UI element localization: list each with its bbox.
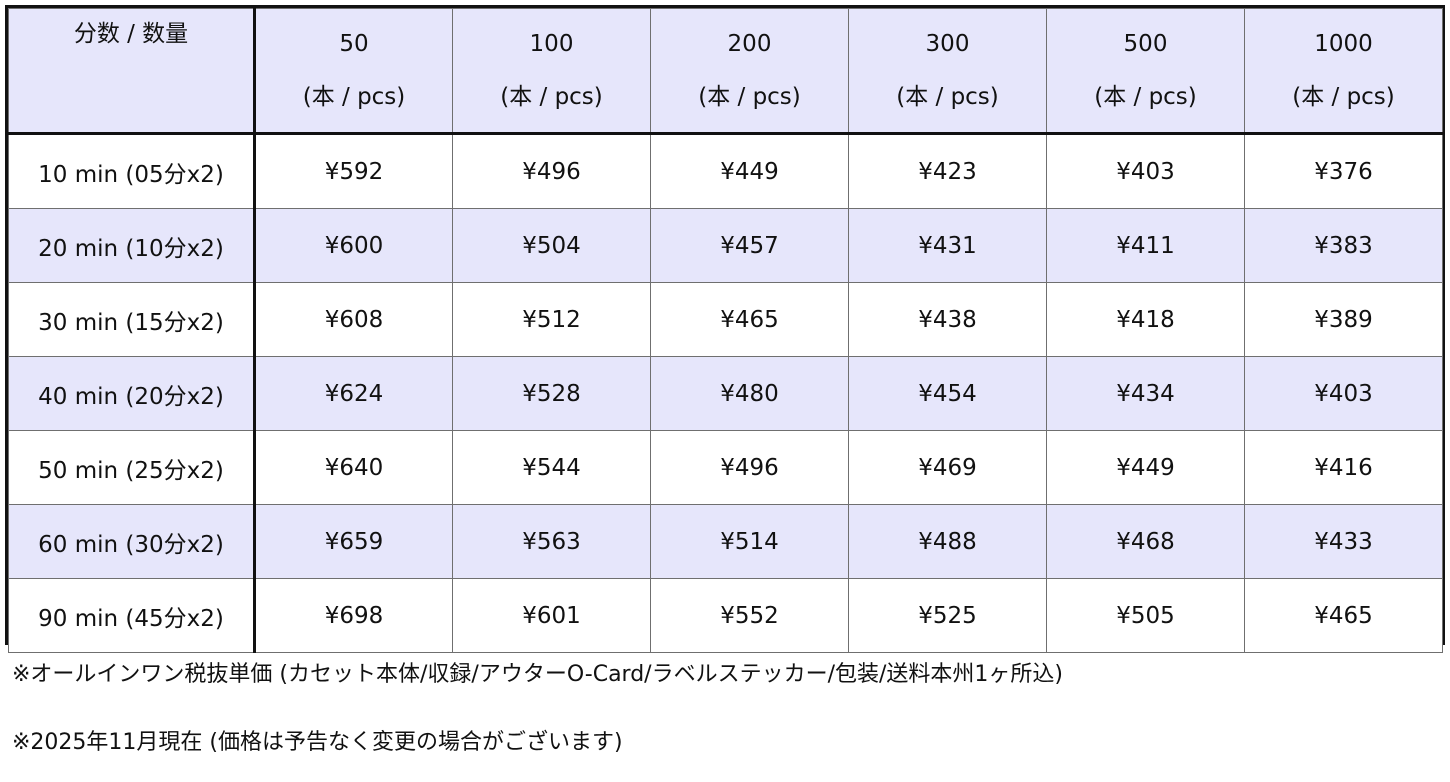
- price-cell: ¥403: [1244, 356, 1443, 431]
- price-cell: ¥449: [650, 133, 849, 209]
- price-cell: ¥438: [848, 282, 1047, 357]
- quantity-value: 50: [339, 30, 369, 57]
- price-cell: ¥525: [848, 578, 1047, 653]
- price-cell: ¥416: [1244, 430, 1443, 505]
- table-row: 30 min (15分x2) ¥608 ¥512 ¥465 ¥438 ¥418 …: [8, 282, 1443, 357]
- price-table-frame: 分数 / 数量 50 (本 / pcs) 100 (本 / pcs) 200 (…: [5, 5, 1445, 653]
- price-cell: ¥528: [452, 356, 651, 431]
- price-cell: ¥496: [452, 133, 651, 209]
- price-cell: ¥465: [650, 282, 849, 357]
- duration-label: 30 min (15分x2): [8, 282, 256, 357]
- note-tax-inclusions: ※オールインワン税抜単価 (カセット本体/収録/アウターO-Card/ラベルステ…: [12, 662, 1063, 687]
- quantity-header: 500 (本 / pcs): [1046, 8, 1245, 135]
- duration-label: 60 min (30分x2): [8, 504, 256, 579]
- quantity-value: 100: [529, 30, 574, 57]
- quantity-value: 300: [925, 30, 970, 57]
- price-cell: ¥454: [848, 356, 1047, 431]
- unit-label: (本 / pcs): [698, 83, 801, 110]
- table-row: 20 min (10分x2) ¥600 ¥504 ¥457 ¥431 ¥411 …: [8, 208, 1443, 283]
- unit-label: (本 / pcs): [500, 83, 603, 110]
- quantity-value: 1000: [1314, 30, 1373, 57]
- corner-label: 分数 / 数量: [73, 21, 189, 47]
- price-cell: ¥600: [254, 208, 453, 283]
- price-cell: ¥383: [1244, 208, 1443, 283]
- price-cell: ¥552: [650, 578, 849, 653]
- price-cell: ¥698: [254, 578, 453, 653]
- duration-label: 40 min (20分x2): [8, 356, 256, 431]
- price-cell: ¥457: [650, 208, 849, 283]
- price-cell: ¥480: [650, 356, 849, 431]
- header-row: 分数 / 数量 50 (本 / pcs) 100 (本 / pcs) 200 (…: [8, 8, 1443, 135]
- duration-label: 20 min (10分x2): [8, 208, 256, 283]
- price-cell: ¥640: [254, 430, 453, 505]
- price-cell: ¥624: [254, 356, 453, 431]
- corner-header: 分数 / 数量: [8, 8, 256, 135]
- table-row: 40 min (20分x2) ¥624 ¥528 ¥480 ¥454 ¥434 …: [8, 356, 1443, 431]
- price-cell: ¥418: [1046, 282, 1245, 357]
- quantity-header: 200 (本 / pcs): [650, 8, 849, 135]
- unit-label: (本 / pcs): [896, 83, 999, 110]
- note-price-date: ※2025年11月現在 (価格は予告なく変更の場合がございます): [12, 730, 623, 755]
- unit-label: (本 / pcs): [1094, 83, 1197, 110]
- quantity-value: 200: [727, 30, 772, 57]
- price-cell: ¥504: [452, 208, 651, 283]
- price-cell: ¥514: [650, 504, 849, 579]
- price-cell: ¥389: [1244, 282, 1443, 357]
- price-cell: ¥434: [1046, 356, 1245, 431]
- price-cell: ¥496: [650, 430, 849, 505]
- price-cell: ¥592: [254, 133, 453, 209]
- price-cell: ¥449: [1046, 430, 1245, 505]
- quantity-header: 50 (本 / pcs): [254, 8, 453, 135]
- price-cell: ¥431: [848, 208, 1047, 283]
- price-cell: ¥563: [452, 504, 651, 579]
- quantity-header: 1000 (本 / pcs): [1244, 8, 1443, 135]
- price-cell: ¥488: [848, 504, 1047, 579]
- table-row: 10 min (05分x2) ¥592 ¥496 ¥449 ¥423 ¥403 …: [8, 133, 1443, 209]
- duration-label: 10 min (05分x2): [8, 133, 256, 209]
- table-row: 90 min (45分x2) ¥698 ¥601 ¥552 ¥525 ¥505 …: [8, 578, 1443, 653]
- price-cell: ¥376: [1244, 133, 1443, 209]
- quantity-header: 300 (本 / pcs): [848, 8, 1047, 135]
- table-row: 60 min (30分x2) ¥659 ¥563 ¥514 ¥488 ¥468 …: [8, 504, 1443, 579]
- price-cell: ¥469: [848, 430, 1047, 505]
- price-table: 分数 / 数量 50 (本 / pcs) 100 (本 / pcs) 200 (…: [8, 8, 1443, 653]
- price-cell: ¥659: [254, 504, 453, 579]
- price-cell: ¥433: [1244, 504, 1443, 579]
- price-cell: ¥423: [848, 133, 1047, 209]
- price-cell: ¥411: [1046, 208, 1245, 283]
- price-cell: ¥544: [452, 430, 651, 505]
- price-cell: ¥512: [452, 282, 651, 357]
- price-cell: ¥468: [1046, 504, 1245, 579]
- table-row: 50 min (25分x2) ¥640 ¥544 ¥496 ¥469 ¥449 …: [8, 430, 1443, 505]
- price-cell: ¥601: [452, 578, 651, 653]
- unit-label: (本 / pcs): [302, 83, 406, 110]
- unit-label: (本 / pcs): [1292, 83, 1395, 110]
- price-cell: ¥505: [1046, 578, 1245, 653]
- duration-label: 50 min (25分x2): [8, 430, 256, 505]
- price-cell: ¥465: [1244, 578, 1443, 653]
- price-cell: ¥608: [254, 282, 453, 357]
- duration-label: 90 min (45分x2): [8, 578, 256, 653]
- quantity-header: 100 (本 / pcs): [452, 8, 651, 135]
- quantity-value: 500: [1123, 30, 1168, 57]
- price-cell: ¥403: [1046, 133, 1245, 209]
